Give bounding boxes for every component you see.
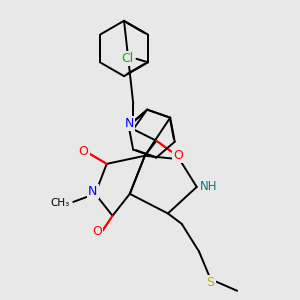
Text: NH: NH — [200, 180, 217, 194]
Text: N: N — [125, 117, 134, 130]
Text: O: O — [173, 149, 183, 162]
Text: N: N — [88, 185, 98, 198]
Text: O: O — [79, 145, 88, 158]
Text: O: O — [93, 225, 102, 239]
Text: CH₃: CH₃ — [51, 198, 70, 208]
Text: Cl: Cl — [121, 52, 134, 65]
Text: S: S — [207, 276, 214, 289]
